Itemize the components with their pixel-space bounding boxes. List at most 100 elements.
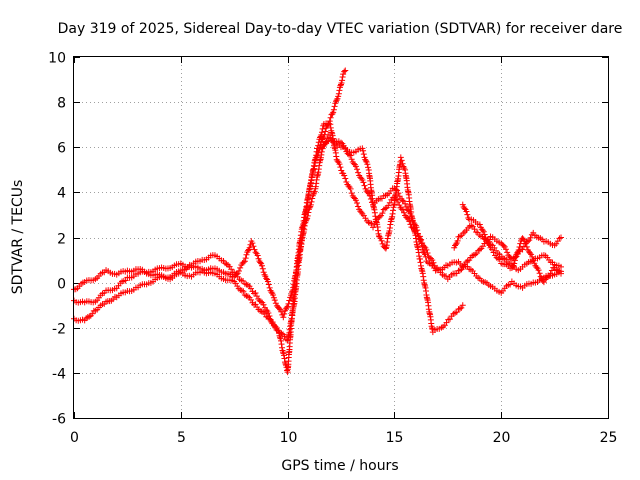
data-points <box>71 67 565 376</box>
data-point <box>521 237 528 244</box>
data-point <box>342 175 349 182</box>
data-point <box>341 68 348 75</box>
data-point <box>421 250 428 257</box>
y-tick-label: 6 <box>57 141 66 157</box>
data-point <box>408 214 415 221</box>
y-tick-label: 8 <box>57 96 66 112</box>
data-point <box>365 164 372 171</box>
data-point <box>414 227 421 234</box>
data-point <box>348 156 355 163</box>
data-point <box>512 253 519 260</box>
data-point <box>476 246 483 253</box>
data-point <box>347 185 354 192</box>
data-point <box>536 270 543 277</box>
data-point <box>527 250 534 257</box>
data-point <box>271 297 278 304</box>
data-point <box>360 151 367 158</box>
data-point <box>327 114 334 121</box>
data-point <box>399 197 406 204</box>
data-point <box>504 249 511 256</box>
axes: -6 -4 -2 0 2 4 6 8 10 0 5 10 15 20 25 <box>48 51 617 447</box>
y-tick-label: 2 <box>57 232 66 248</box>
data-point <box>464 211 471 218</box>
data-point <box>511 257 518 264</box>
data-point <box>458 304 465 311</box>
data-point <box>548 267 555 274</box>
data-point <box>263 307 270 314</box>
data-point <box>472 251 479 258</box>
data-point <box>272 300 279 307</box>
data-point <box>315 139 322 146</box>
data-point <box>392 186 399 193</box>
data-point <box>516 243 523 250</box>
data-point <box>476 221 483 228</box>
data-point <box>362 157 369 164</box>
x-tick-label: 10 <box>280 430 298 446</box>
data-point <box>396 193 403 200</box>
y-tick-label: -4 <box>52 367 66 383</box>
data-point <box>261 271 268 278</box>
data-point <box>500 242 507 249</box>
data-point <box>307 201 314 208</box>
data-point <box>414 230 421 237</box>
data-point <box>338 81 344 88</box>
data-point <box>284 367 291 374</box>
data-point <box>346 151 353 158</box>
data-point <box>250 243 257 250</box>
data-point <box>382 205 389 212</box>
data-point <box>257 307 264 314</box>
data-point <box>376 233 383 240</box>
y-tick-label: 4 <box>57 186 66 202</box>
data-point <box>340 142 347 149</box>
data-point <box>558 234 565 241</box>
data-point <box>338 139 344 146</box>
data-point <box>322 128 329 135</box>
data-point <box>337 82 344 89</box>
data-point <box>266 284 273 291</box>
data-point <box>339 77 346 84</box>
data-point <box>360 179 367 186</box>
data-point <box>368 199 375 206</box>
data-point <box>319 125 326 132</box>
data-point <box>348 190 355 197</box>
data-point <box>264 278 271 285</box>
data-point <box>420 248 427 255</box>
data-point <box>253 293 260 300</box>
data-point <box>352 163 359 170</box>
data-point <box>276 305 283 312</box>
data-point <box>394 187 401 194</box>
data-point <box>347 152 354 159</box>
data-point <box>398 157 405 164</box>
data-point <box>252 249 259 256</box>
data-point <box>311 188 318 195</box>
data-point <box>454 237 461 244</box>
data-point <box>308 198 315 205</box>
x-axis-label: GPS time / hours <box>281 458 398 474</box>
data-point <box>330 106 337 113</box>
data-point <box>368 220 375 227</box>
data-point <box>343 178 350 185</box>
x-tick-label: 15 <box>386 430 404 446</box>
data-point <box>402 200 409 207</box>
data-point <box>265 310 272 317</box>
data-point <box>360 147 367 154</box>
data-point <box>354 166 361 173</box>
data-point <box>342 67 349 74</box>
data-point <box>249 240 256 247</box>
chart-title: Day 319 of 2025, Sidereal Day-to-day VTE… <box>58 21 623 37</box>
data-point <box>406 218 413 225</box>
data-point <box>405 207 412 214</box>
data-point <box>333 98 340 105</box>
data-point <box>281 310 288 317</box>
data-point <box>379 210 386 217</box>
data-point <box>228 266 235 273</box>
data-point <box>283 304 290 311</box>
data-point <box>280 314 287 321</box>
data-point <box>338 79 345 86</box>
data-point <box>522 240 529 247</box>
data-point <box>335 93 342 100</box>
data-point <box>241 258 248 265</box>
data-point <box>364 161 371 168</box>
data-point <box>244 282 251 289</box>
